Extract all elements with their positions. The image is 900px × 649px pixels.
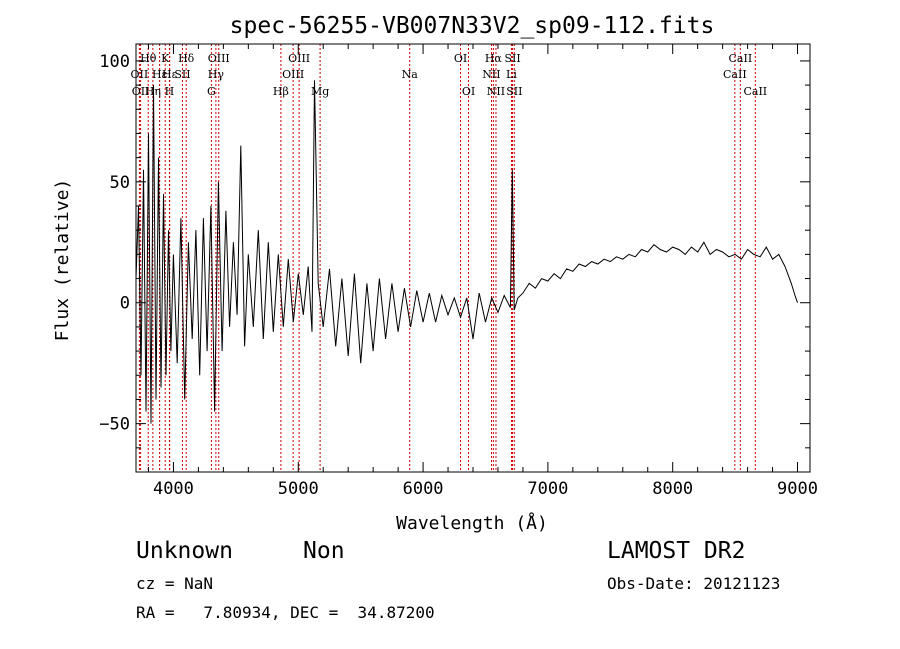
emission-line-label: Mg	[311, 85, 329, 98]
emission-line-label: OI	[462, 85, 475, 98]
emission-line-label: SII	[506, 85, 522, 98]
y-tick-label: 0	[120, 294, 130, 314]
observation-date: Obs-Date: 20121123	[607, 574, 781, 593]
x-tick-label: 6000	[403, 479, 444, 499]
emission-line-label: Hε	[152, 68, 168, 81]
emission-line-label: OI	[454, 52, 467, 65]
emission-line-label: SII	[174, 68, 190, 81]
emission-line-label: NII	[482, 68, 500, 81]
emission-line-label: Hε	[162, 68, 178, 81]
emission-line-label: G	[207, 85, 216, 98]
emission-line-label: CaII	[743, 85, 767, 98]
x-tick-label: 5000	[278, 479, 319, 499]
chart-title: spec-56255-VB007N33V2_sp09-112.fits	[230, 13, 715, 39]
x-axis-label: Wavelength (Å)	[396, 512, 548, 534]
spectrum-line	[135, 80, 798, 424]
x-tick-label: 9000	[777, 479, 818, 499]
x-tick-label: 7000	[527, 479, 568, 499]
emission-line-label: SII	[504, 52, 520, 65]
emission-line-label: OIII	[282, 68, 304, 81]
y-tick-label: −50	[99, 415, 130, 435]
emission-line-label: CaII	[729, 52, 753, 65]
y-tick-label: 100	[99, 52, 130, 72]
redshift-value: cz = NaN	[136, 574, 214, 593]
emission-line-label: Li	[506, 68, 517, 81]
object-subclass: Non	[303, 538, 345, 564]
x-tick-label: 8000	[652, 479, 693, 499]
emission-line-label: NII	[487, 85, 505, 98]
y-axis-label: Flux (relative)	[52, 179, 73, 342]
emission-line-markers	[138, 44, 756, 472]
emission-line-label: K	[161, 52, 170, 65]
plot-frame	[135, 43, 811, 473]
y-tick-label: 50	[110, 173, 130, 193]
emission-line-label: Hα	[485, 52, 503, 65]
emission-line-label: OIII	[288, 52, 310, 65]
emission-line-label: CaII	[723, 68, 747, 81]
emission-line-label: Hθ	[140, 52, 157, 65]
emission-line-label: Hδ	[178, 52, 195, 65]
object-class: Unknown	[136, 538, 233, 564]
emission-line-label: Hη	[145, 85, 161, 98]
emission-line-label: H	[165, 85, 175, 98]
emission-line-label: OIII	[208, 52, 230, 65]
x-axis: 4000 5000 6000 7000 8000 9000	[147, 44, 818, 499]
emission-line-label: OII	[131, 68, 149, 81]
emission-line-label: Hβ	[273, 85, 289, 98]
x-tick-label: 4000	[153, 479, 194, 499]
sky-coordinates: RA = 7.80934, DEC = 34.87200	[136, 603, 435, 622]
y-axis: −50 0 50 100	[99, 52, 810, 449]
emission-line-label: Na	[402, 68, 419, 81]
survey-name: LAMOST DR2	[607, 538, 746, 564]
emission-line-label: Hγ	[208, 68, 225, 81]
